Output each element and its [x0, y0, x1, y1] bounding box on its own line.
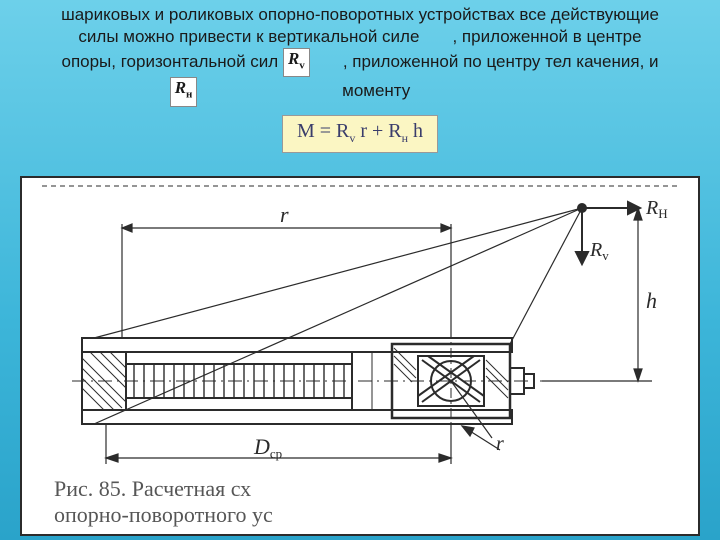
body-text: шариковых и роликовых опорно-поворотных …: [0, 4, 720, 107]
line3b: , приложенной по центру тел качения, и: [343, 52, 659, 71]
formula-box: M = Rv r + Rн h: [282, 115, 438, 153]
label-Rv: Rv: [589, 239, 609, 263]
label-Dcp: Dcp: [253, 434, 282, 461]
rv-symbol: Rv: [283, 48, 310, 77]
caption-line1: Рис. 85. Расчетная сх: [54, 476, 273, 502]
line1: шариковых и роликовых опорно-поворотных …: [14, 4, 706, 26]
rh-symbol: Rн: [170, 77, 198, 106]
line2a: силы можно привести к вертикальной силе: [78, 27, 419, 46]
caption-line2: опорно-поворотного ус: [54, 502, 273, 528]
line2b: , приложенной в центре: [452, 27, 641, 46]
label-r-lower: r: [496, 433, 504, 455]
line4: моменту: [342, 82, 410, 101]
line3a: опоры, горизонтальной сил: [61, 52, 278, 71]
label-h: h: [646, 288, 657, 313]
label-r-top: r: [280, 202, 289, 227]
figure-caption: Рис. 85. Расчетная сх опорно-поворотного…: [54, 476, 273, 528]
label-Rh: RH: [645, 197, 668, 221]
figure: r RH Rv h r Dcp Рис. 85. Расчетная сх оп…: [20, 176, 700, 536]
